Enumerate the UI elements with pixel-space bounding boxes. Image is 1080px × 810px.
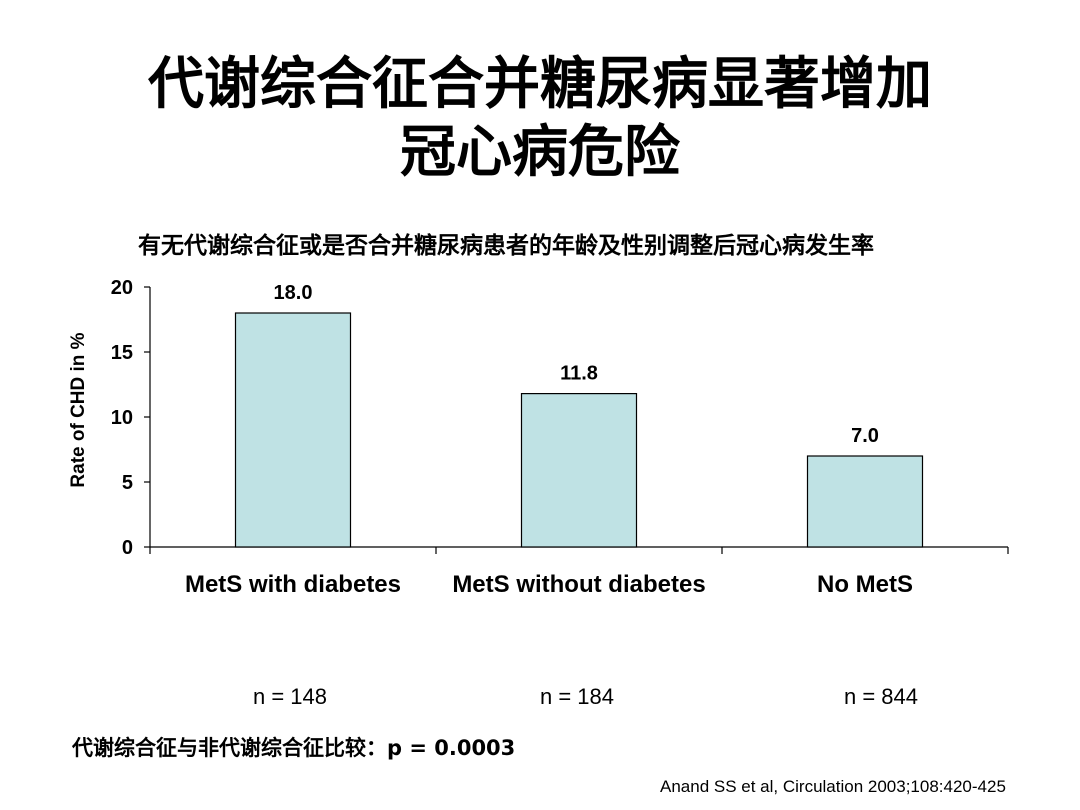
bar: [520, 393, 638, 548]
y-axis-label: Rate of CHD in %: [68, 332, 89, 488]
y-tick-label: 15: [111, 342, 133, 364]
y-tick-label: 5: [122, 472, 133, 494]
y-tick-label: 20: [111, 277, 133, 299]
bar-data-label: 11.8: [560, 363, 598, 385]
sample-size-2: n = 184: [539, 684, 614, 709]
citation: Anand SS et al, Circulation 2003;108:420…: [660, 777, 1006, 796]
sample-size-3: n = 844: [843, 684, 918, 709]
title-line-1: 代谢综合征合并糖尿病显著增加: [148, 51, 932, 117]
category-label-mets-without-diabetes: MetS without diabetes: [452, 571, 706, 598]
slide-title: 代谢综合征合并糖尿病显著增加 冠心病危险: [0, 50, 1080, 186]
bar-data-label: 18.0: [274, 282, 313, 304]
p-value-note: 代谢综合征与非代谢综合征比较：p = 0.0003: [72, 736, 516, 760]
category-label-no-mets: No MetS: [817, 571, 913, 598]
category-label-mets-with-diabetes: MetS with diabetes: [184, 571, 402, 598]
bar: [234, 312, 352, 548]
bar-data-label: 7.0: [851, 425, 879, 447]
bar: [806, 455, 924, 548]
title-line-2: 冠心病危险: [400, 119, 680, 185]
y-tick-label: 10: [111, 407, 133, 429]
chart-subtitle: 有无代谢综合征或是否合并糖尿病患者的年龄及性别调整后冠心病发生率: [138, 233, 874, 259]
y-tick-label: 0: [122, 537, 133, 559]
sample-size-1: n = 148: [252, 684, 327, 709]
